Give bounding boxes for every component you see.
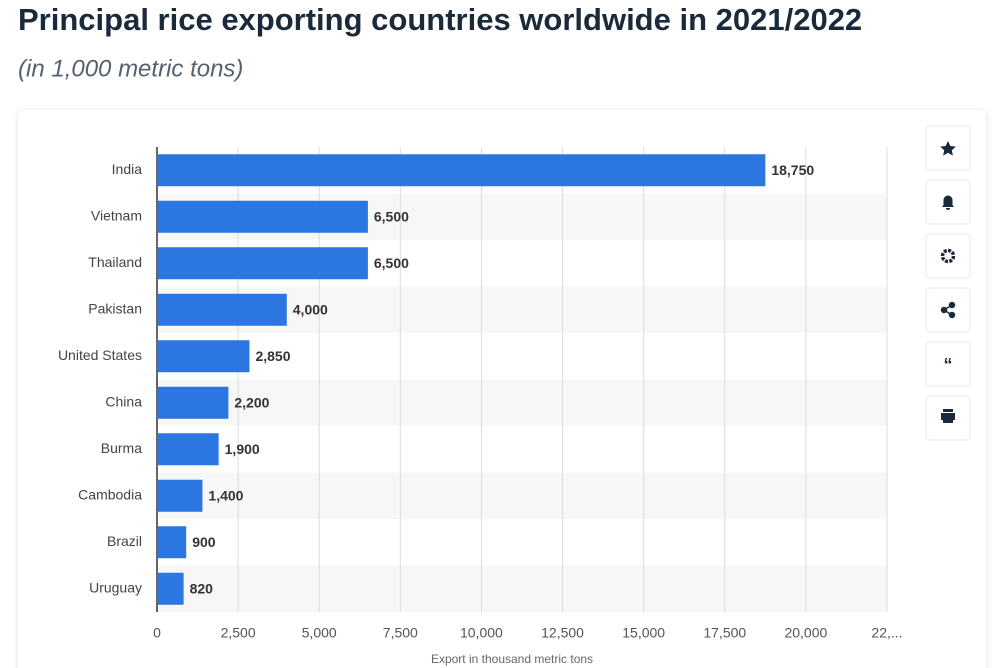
x-tick-label: 17,500 [703, 625, 746, 641]
y-tick-label: China [105, 393, 142, 409]
y-tick-label: United States [58, 347, 142, 363]
star-icon [940, 141, 956, 156]
bar [157, 293, 287, 326]
value-label: 4,000 [293, 301, 328, 317]
y-tick-label: Brazil [107, 533, 142, 549]
x-tick-label: 0 [153, 625, 161, 641]
bar [157, 526, 187, 559]
x-tick-label: 22,... [871, 625, 902, 641]
value-label: 2,850 [255, 348, 290, 364]
toolbar: “ [925, 125, 971, 441]
bar [157, 386, 229, 419]
row-band [157, 565, 887, 612]
print-icon [941, 409, 955, 423]
x-tick-label: 2,500 [221, 625, 256, 641]
bar [157, 433, 219, 466]
x-tick-label: 12,500 [541, 625, 584, 641]
value-label: 6,500 [374, 208, 409, 224]
value-label: 900 [192, 534, 216, 550]
row-band [157, 379, 887, 426]
y-tick-label: Burma [101, 440, 142, 456]
x-tick-label: 5,000 [302, 625, 337, 641]
value-label: 1,900 [225, 441, 260, 457]
y-tick-label: Pakistan [88, 300, 142, 316]
y-tick-label: India [112, 161, 143, 177]
x-tick-label: 15,000 [622, 625, 665, 641]
y-tick-label: Uruguay [89, 579, 142, 595]
row-band [157, 472, 887, 519]
bell-icon [942, 195, 954, 210]
value-label: 820 [190, 580, 214, 596]
chart-subtitle: (in 1,000 metric tons) [18, 55, 243, 82]
x-tick-label: 7,500 [383, 625, 418, 641]
gear-icon [940, 248, 956, 264]
share-icon [940, 301, 956, 319]
cite-button[interactable] [925, 341, 971, 387]
bar [157, 572, 184, 605]
value-label: 18,750 [771, 162, 814, 178]
bar [157, 247, 368, 280]
y-tick-label: Vietnam [91, 207, 142, 223]
x-tick-label: 20,000 [784, 625, 827, 641]
share-button[interactable] [925, 287, 971, 333]
y-tick-label: Cambodia [78, 486, 142, 502]
quote-icon: “ [944, 355, 953, 375]
bar [157, 200, 368, 233]
value-label: 6,500 [374, 255, 409, 271]
chart-title: Principal rice exporting countries world… [18, 2, 862, 37]
bar [157, 479, 203, 512]
x-tick-label: 10,000 [460, 625, 503, 641]
x-axis-label: Export in thousand metric tons [431, 652, 593, 666]
bar [157, 154, 766, 187]
value-label: 2,200 [234, 394, 269, 410]
value-label: 1,400 [208, 487, 243, 503]
y-tick-label: Thailand [88, 254, 142, 270]
bar [157, 340, 250, 373]
settings-button[interactable] [925, 233, 971, 279]
